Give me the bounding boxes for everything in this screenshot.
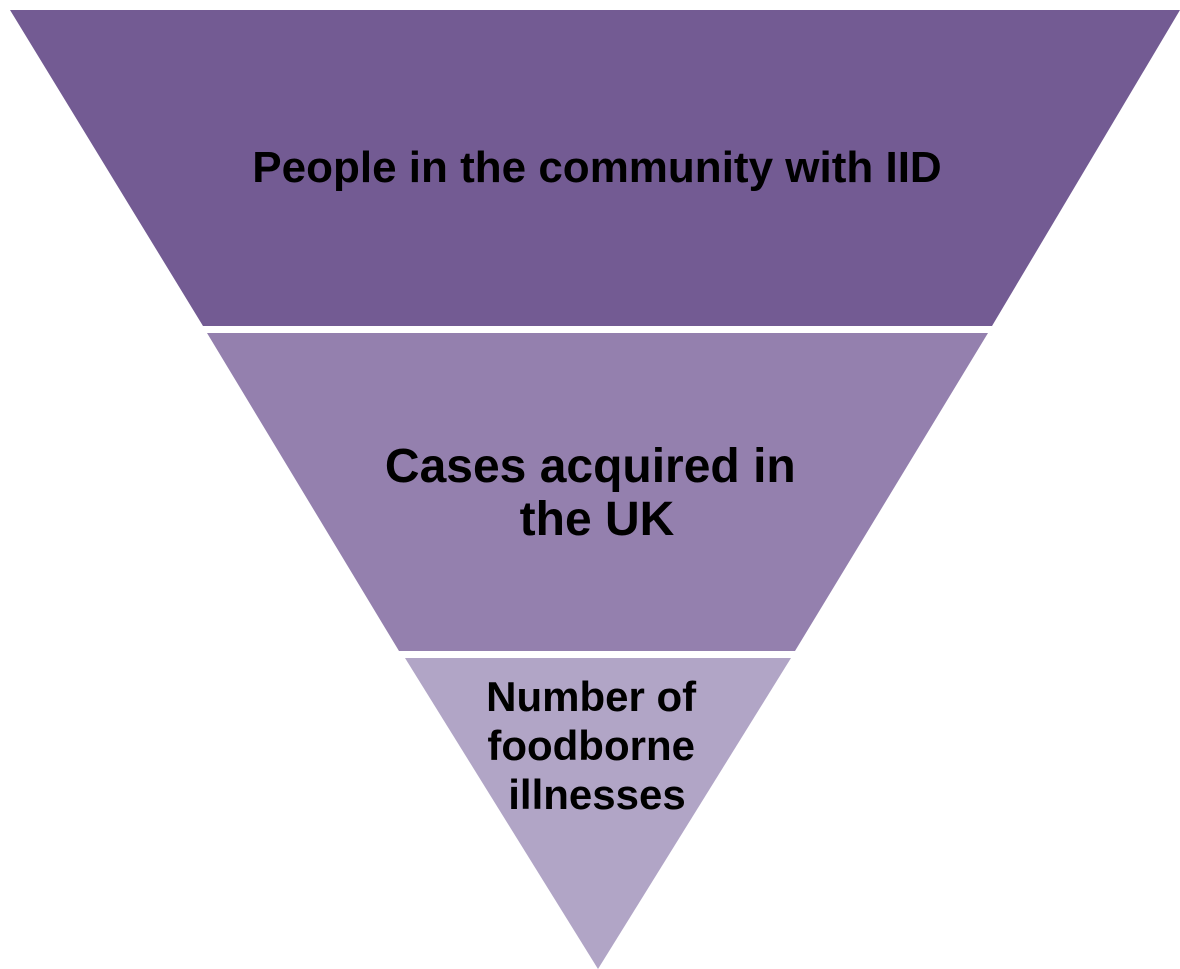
tier-label-top-line-1: People in the community with IID bbox=[252, 143, 941, 192]
funnel-tier-top: People in the community with IID bbox=[10, 10, 1180, 326]
tier-label-top: People in the community with IID bbox=[252, 143, 941, 192]
tier-shape-bottom bbox=[405, 658, 791, 969]
tier-shape-top bbox=[10, 10, 1180, 326]
tier-shape-middle bbox=[207, 333, 988, 651]
funnel-tier-bottom: Number of foodborne illnesses bbox=[405, 658, 791, 969]
tier-label-middle: Cases acquired in the UK bbox=[385, 440, 809, 546]
funnel-tier-middle: Cases acquired in the UK bbox=[207, 333, 988, 651]
tier-label-middle-line-2: the UK bbox=[520, 493, 675, 546]
tier-label-bottom-line-3: illnesses bbox=[508, 771, 685, 818]
tier-label-bottom: Number of foodborne illnesses bbox=[486, 673, 708, 818]
tier-label-bottom-line-1: Number of bbox=[486, 673, 697, 720]
tier-label-bottom-line-2: foodborne bbox=[487, 722, 695, 769]
tier-label-middle-line-1: Cases acquired in bbox=[385, 440, 796, 493]
